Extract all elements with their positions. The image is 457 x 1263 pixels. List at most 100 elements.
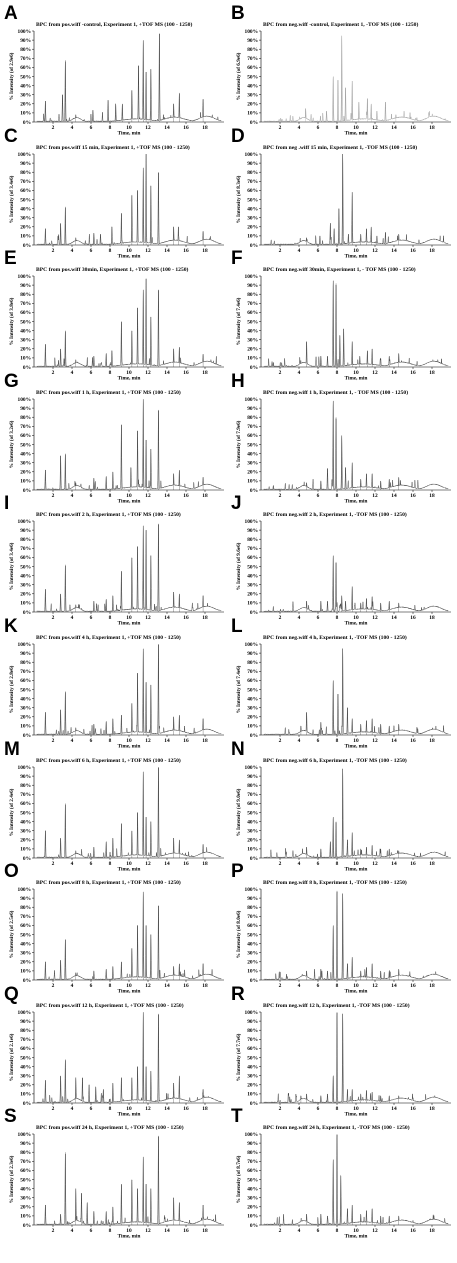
x-tick-label: 16 (410, 370, 416, 376)
x-tick-label: 2 (52, 1106, 55, 1112)
x-tick-label: 14 (391, 125, 397, 131)
chromatogram-panel-s: S BPC from pos.wiff 24 h, Experiment 1, +… (2, 1103, 230, 1240)
y-tick-label: 20% (20, 224, 31, 230)
y-tick-label: 90% (20, 773, 31, 779)
y-tick-label: 80% (20, 905, 31, 911)
chromatogram-trace (263, 35, 449, 122)
y-tick-label: 60% (20, 188, 31, 194)
x-tick-label: 6 (90, 370, 93, 376)
chart-title: BPC from neg.wiff 24 h, Experiment 1, -T… (263, 1124, 410, 1131)
x-tick-label: 12 (145, 983, 151, 989)
x-tick-label: 4 (71, 370, 74, 376)
chart-title: BPC from pos.wiff 1 h, Experiment 1, +TO… (36, 389, 181, 396)
y-tick-label: 90% (20, 1019, 31, 1025)
x-tick-label: 8 (336, 1106, 339, 1112)
y-tick-label: 40% (20, 329, 31, 335)
y-tick-label: 50% (247, 319, 258, 325)
x-tick-label: 6 (317, 983, 320, 989)
x-tick-label: 16 (183, 983, 189, 989)
y-tick-label: 100% (245, 642, 258, 648)
x-tick-label: 16 (410, 738, 416, 744)
y-tick-label: 60% (247, 678, 258, 684)
x-tick-label: 14 (164, 1228, 170, 1234)
y-tick-label: 70% (247, 424, 258, 430)
panel-letter: K (4, 616, 18, 637)
y-tick-label: 20% (20, 102, 31, 108)
y-tick-label: 100% (245, 519, 258, 525)
x-tick-label: 10 (126, 615, 132, 621)
x-tick-label: 10 (353, 861, 359, 867)
y-tick-label: 10% (247, 601, 258, 607)
y-tick-label: 0% (23, 978, 31, 984)
y-axis-label: % Intensity (of 2.9e6) (8, 52, 15, 100)
y-axis-label: % Intensity (of 3.4e6) (8, 543, 15, 591)
y-tick-label: 10% (20, 233, 31, 239)
x-tick-label: 14 (164, 248, 170, 254)
y-tick-label: 30% (247, 215, 258, 221)
x-tick-label: 2 (279, 125, 282, 131)
chromatogram-svg: E BPC from pos.wiff 30min, Experiment 1, … (4, 248, 224, 382)
y-tick-label: 10% (247, 1091, 258, 1097)
y-tick-label: 50% (247, 810, 258, 816)
x-tick-label: 18 (202, 125, 208, 131)
x-tick-label: 8 (336, 738, 339, 744)
x-tick-label: 4 (298, 1106, 301, 1112)
x-tick-label: 2 (52, 125, 55, 131)
x-tick-label: 12 (145, 738, 151, 744)
chromatogram-svg: H BPC from neg.wiff 1 h, Experiment 1, - … (231, 371, 451, 504)
y-tick-label: 10% (20, 356, 31, 362)
y-tick-label: 70% (20, 301, 31, 307)
y-tick-label: 90% (20, 160, 31, 166)
chromatogram-panel-d: D BPC from neg .wiff 15 min, Experiment 1… (229, 123, 457, 259)
y-axis-label: % Intensity (of 7.7e6) (235, 1033, 242, 1081)
y-tick-label: 0% (23, 365, 31, 371)
x-tick-label: 16 (183, 125, 189, 131)
x-tick-label: 10 (353, 983, 359, 989)
x-tick-label: 16 (183, 370, 189, 376)
axes (260, 31, 451, 123)
y-axis-label: % Intensity (of 2.5e6) (8, 911, 15, 959)
y-tick-label: 50% (247, 565, 258, 571)
axes (260, 398, 451, 491)
chart-title: BPC from pos.wiff -control, Experiment 1… (36, 21, 192, 28)
chromatogram-svg: P BPC from neg.wiff 8 h, Experiment 1, -T… (231, 861, 451, 995)
x-tick-label: 18 (202, 1228, 208, 1234)
y-tick-label: 70% (20, 179, 31, 185)
y-tick-label: 30% (20, 1073, 31, 1079)
x-tick-label: 8 (336, 493, 339, 499)
y-tick-label: 70% (247, 301, 258, 307)
y-tick-label: 70% (247, 1037, 258, 1043)
y-tick-label: 0% (250, 365, 258, 371)
chromatogram-svg: N BPC from neg.wiff 6 h, Experiment 1, -T… (231, 739, 451, 872)
x-tick-label: 4 (298, 738, 301, 744)
y-tick-label: 50% (247, 932, 258, 938)
chromatogram-trace (263, 280, 449, 367)
axes (33, 1011, 224, 1104)
x-tick-label: 8 (336, 615, 339, 621)
axes (33, 276, 224, 368)
panel-letter: N (231, 739, 245, 760)
x-tick-label: 4 (71, 125, 74, 131)
x-axis-label: Time, min (118, 1234, 141, 1240)
y-tick-label: 100% (245, 29, 258, 35)
y-tick-label: 80% (247, 1150, 258, 1156)
x-axis-label: Time, min (345, 498, 368, 504)
x-tick-label: 10 (353, 1106, 359, 1112)
y-tick-label: 100% (18, 1132, 31, 1138)
chromatogram-svg: S BPC from pos.wiff 24 h, Experiment 1, +… (4, 1106, 224, 1240)
y-tick-label: 70% (20, 424, 31, 430)
chromatogram-trace (263, 400, 449, 490)
y-tick-label: 100% (18, 29, 31, 35)
chart-title: BPC from pos.wiff 30min, Experiment 1, +… (36, 266, 189, 273)
y-tick-label: 70% (20, 792, 31, 798)
x-tick-label: 14 (391, 983, 397, 989)
x-tick-label: 8 (336, 248, 339, 254)
y-tick-label: 10% (20, 724, 31, 730)
x-tick-label: 2 (279, 370, 282, 376)
x-tick-label: 12 (145, 125, 151, 131)
y-axis-label: % Intensity (of 2.4e6) (8, 788, 15, 836)
y-tick-label: 20% (247, 1082, 258, 1088)
y-tick-label: 0% (23, 488, 31, 494)
y-tick-label: 60% (20, 1169, 31, 1175)
